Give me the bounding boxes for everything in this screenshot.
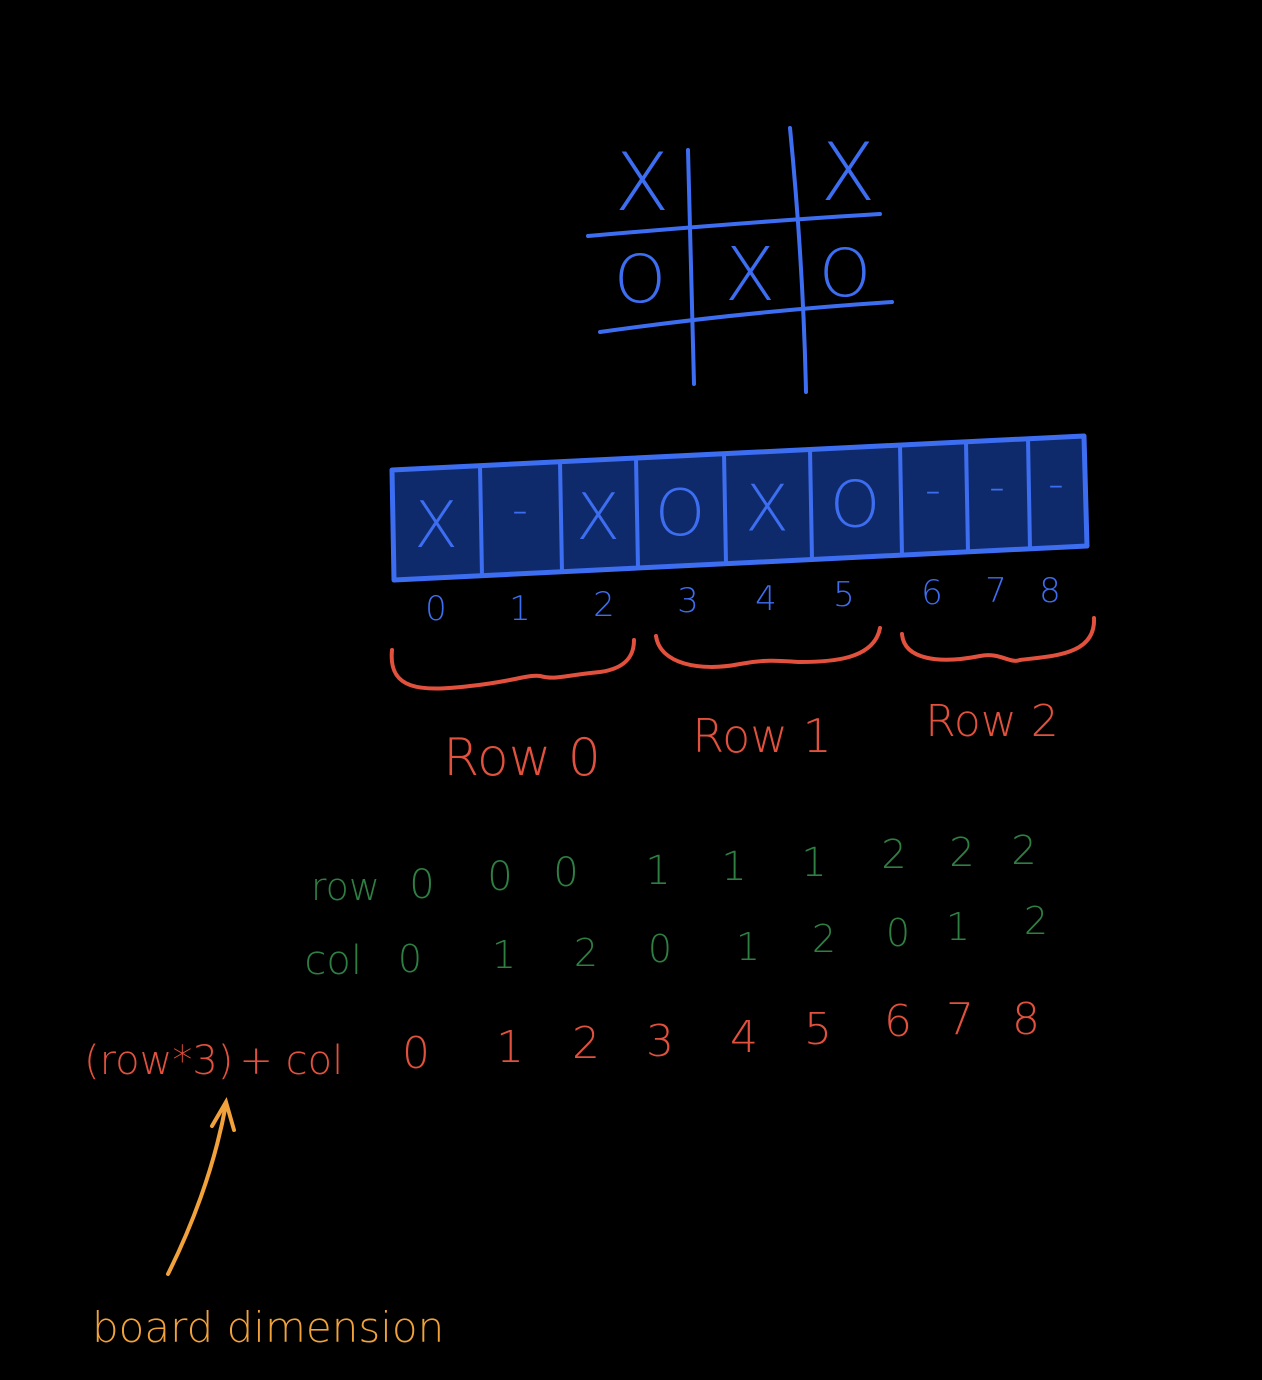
- col-value: 0: [398, 937, 422, 981]
- formula-value: 3: [646, 1016, 674, 1067]
- formula-value: 5: [804, 1004, 832, 1055]
- array-cell: -: [925, 464, 941, 515]
- board-hline-bottom: [598, 300, 894, 334]
- array-outline: [389, 433, 1090, 583]
- brace-row-0: [389, 638, 636, 691]
- formula-value: 2: [572, 1018, 600, 1069]
- formula-value: 6: [884, 996, 912, 1047]
- array-index: 2: [593, 585, 615, 625]
- board-cell-4: X: [725, 232, 776, 318]
- col-value: 1: [736, 925, 760, 969]
- array-index: 7: [985, 571, 1007, 611]
- group-label-row-1: Row 1: [692, 709, 832, 763]
- board-dimension-note: board dimension: [92, 1096, 444, 1352]
- row-value: 0: [409, 862, 434, 908]
- array-index: 5: [833, 575, 855, 615]
- formula-value: 4: [730, 1012, 758, 1063]
- row-value: 1: [801, 840, 826, 886]
- array-index: 6: [921, 573, 943, 613]
- array-divider: [722, 451, 728, 566]
- formula-label-part2: + col: [239, 1038, 343, 1084]
- col-value: 2: [1024, 899, 1048, 943]
- brace-row-2: [900, 616, 1097, 663]
- array-index: 8: [1039, 571, 1061, 611]
- board-vline-right: [788, 126, 808, 394]
- array-cell: O: [830, 468, 880, 542]
- col-value: 1: [492, 933, 516, 977]
- array-index: 3: [677, 581, 699, 621]
- group-label-row-2: Row 2: [925, 696, 1058, 747]
- array-index: 4: [755, 579, 777, 619]
- row-value: 1: [721, 844, 746, 890]
- board-cell-2: X: [821, 126, 876, 219]
- formula-label: (row*3) + col: [84, 1038, 343, 1084]
- board-hline-top: [586, 212, 882, 238]
- array-divider: [1026, 436, 1032, 551]
- row-groups: Row 0 Row 1 Row 2: [389, 616, 1097, 788]
- array-divider: [808, 447, 814, 562]
- array-cell: O: [655, 477, 705, 551]
- array-cell: -: [512, 485, 528, 536]
- tic-tac-toe-board: X X O X O: [586, 126, 894, 394]
- row-value: 0: [487, 854, 512, 900]
- row-value: 2: [1011, 828, 1036, 874]
- formula-value: 7: [946, 994, 974, 1045]
- array-divider: [634, 456, 640, 571]
- row-value: 2: [949, 830, 974, 876]
- row-value: 1: [645, 848, 670, 894]
- note-text: board dimension: [92, 1303, 444, 1352]
- formula-label-part1: (row*3): [84, 1038, 233, 1084]
- row-label: row: [311, 865, 380, 909]
- array-divider: [478, 463, 484, 578]
- array-dividers: [478, 436, 1032, 578]
- array-divider: [898, 443, 904, 558]
- array-cell: -: [1048, 458, 1064, 509]
- col-value: 0: [886, 911, 910, 955]
- array-cell: -: [989, 461, 1005, 512]
- board-cell-5: O: [819, 235, 871, 312]
- formula-value: 8: [1012, 994, 1040, 1045]
- col-value: 2: [574, 931, 598, 975]
- group-label-row-0: Row 0: [443, 728, 601, 788]
- board-vline-left: [686, 148, 696, 386]
- brace-row-1: [654, 626, 882, 669]
- array-divider: [964, 439, 970, 554]
- row-value: 0: [553, 850, 578, 896]
- array-index: 0: [425, 589, 447, 629]
- arrow-up-icon: [166, 1096, 236, 1276]
- array-cell: X: [576, 481, 620, 555]
- board-cell-3: O: [614, 241, 666, 318]
- formula-value: 0: [402, 1028, 430, 1079]
- array-cell: X: [414, 489, 458, 563]
- row-value: 2: [881, 832, 906, 878]
- col-value: 2: [812, 917, 836, 961]
- formula-value: 1: [496, 1022, 524, 1073]
- array-cell: X: [745, 473, 789, 547]
- col-value: 0: [648, 927, 672, 971]
- board-cell-0: X: [615, 136, 670, 229]
- col-label: col: [304, 938, 362, 984]
- array-index: 1: [509, 589, 531, 629]
- col-value: 1: [946, 905, 970, 949]
- array-divider: [558, 459, 564, 574]
